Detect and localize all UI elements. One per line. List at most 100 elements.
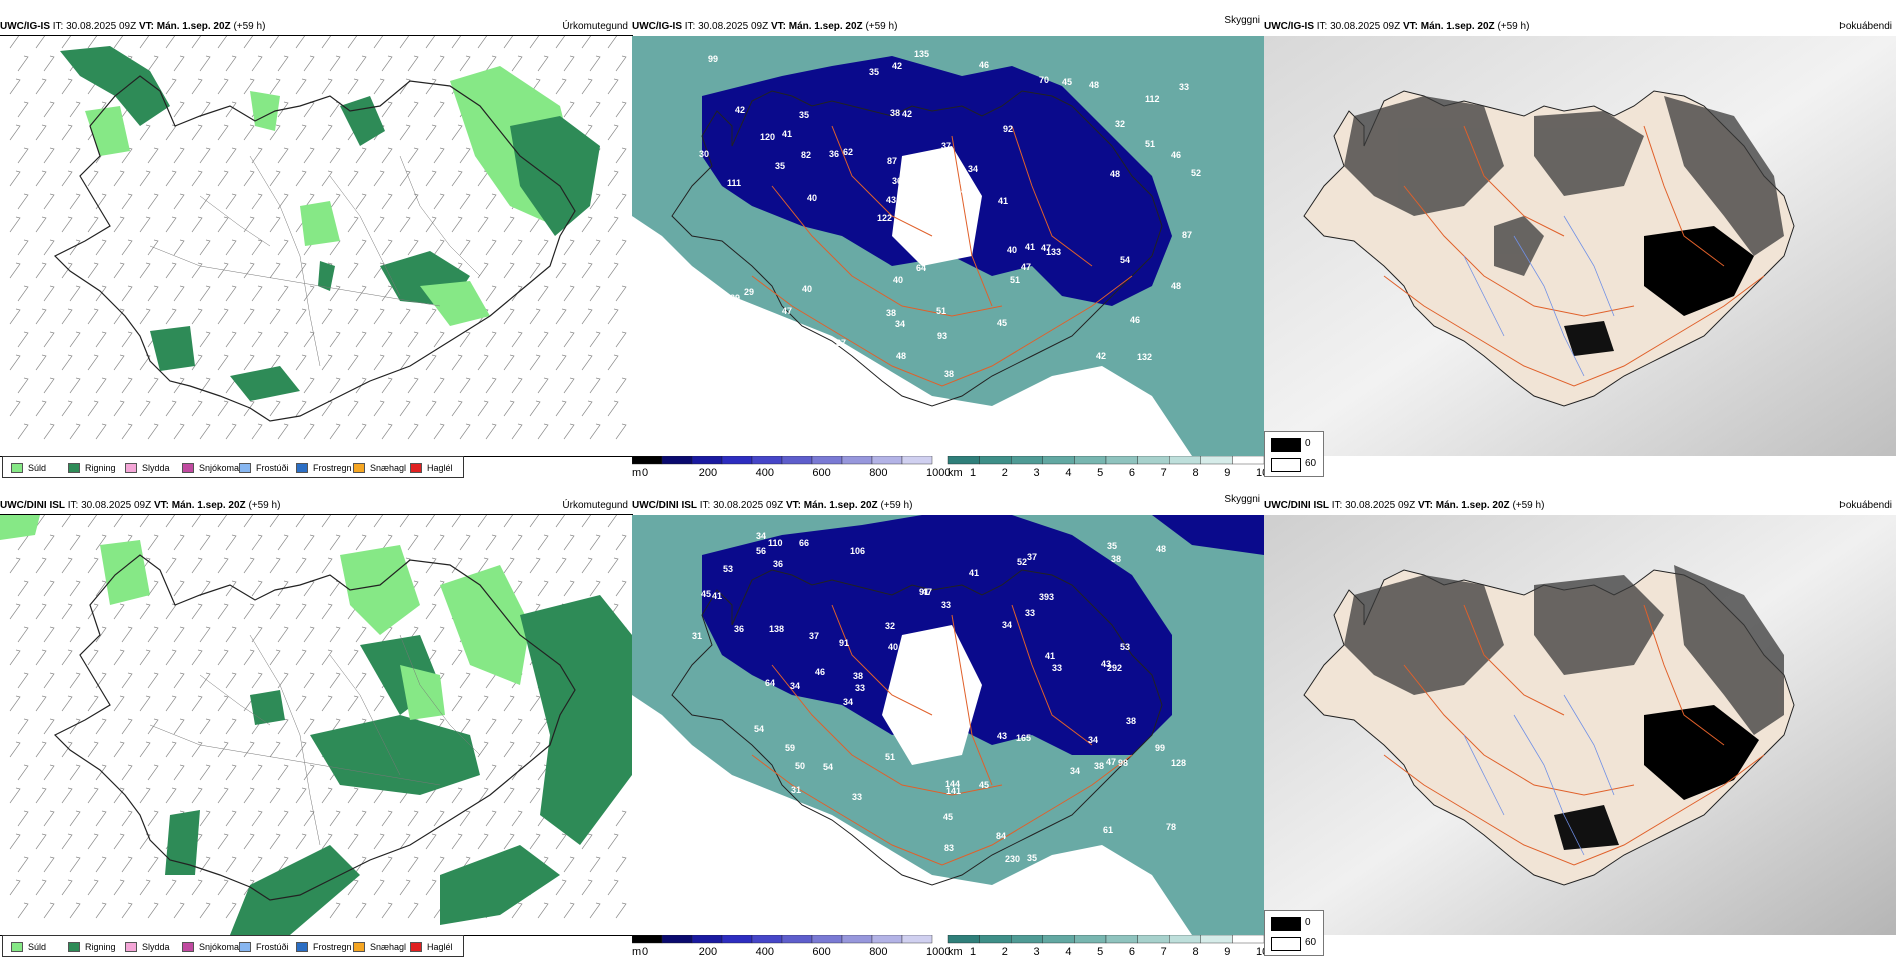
wind-barb — [35, 262, 47, 279]
wind-barb — [43, 580, 55, 597]
wind-barb — [95, 285, 107, 302]
wind-barb — [147, 55, 159, 72]
wind-barb — [451, 695, 463, 712]
wind-barb — [407, 147, 419, 164]
wind-barb — [295, 170, 307, 187]
wind-barb — [251, 239, 263, 256]
precip-legend-label: Snjókoma — [199, 463, 240, 473]
wind-barb — [17, 193, 29, 210]
wind-barb — [581, 262, 593, 279]
wind-barb — [199, 580, 211, 597]
wind-barb — [113, 787, 125, 804]
wind-barb — [477, 787, 489, 804]
wind-barb — [537, 423, 549, 440]
ceiling-label: 144 — [945, 779, 960, 789]
wind-barb — [173, 580, 185, 597]
wind-barb — [139, 124, 151, 141]
wind-barb — [477, 36, 488, 49]
wind-barb — [17, 672, 29, 689]
rivers — [1463, 215, 1615, 377]
ceiling-label: 33 — [852, 792, 862, 802]
wind-barb — [217, 216, 229, 233]
visibility-tick: 3 — [1034, 946, 1040, 957]
ceiling-label: 50 — [795, 761, 805, 771]
precip-legend-item: Slydda — [125, 463, 170, 473]
precip-legend-swatch — [68, 942, 80, 952]
ceiling-label: 35 — [799, 110, 809, 120]
wind-barb — [459, 534, 471, 551]
wind-barb — [121, 423, 133, 440]
wind-barb — [87, 36, 98, 49]
wind-barb — [433, 423, 445, 440]
cloud-base-tick: 1000 — [926, 467, 950, 478]
wind-barb — [69, 285, 81, 302]
wind-barb — [303, 331, 315, 348]
precip-legend-label: Haglél — [427, 463, 453, 473]
ceiling-visibility-map[interactable]: 132 111 112 122 92 98 38 37 29 62 39 43 42 34 133 42 42 5… — [632, 36, 1264, 456]
precip-legend-label: Frostúði — [256, 942, 289, 952]
ceiling-visibility-map[interactable]: 99 135 141 114 144 91 106 393 230 292 165 38 31 41 28 3… — [632, 515, 1264, 935]
ceiling-label: 83 — [944, 843, 954, 853]
ceiling-label: 41 — [961, 186, 971, 196]
wind-barb — [165, 170, 177, 187]
wind-barb — [35, 515, 46, 528]
ceiling-label: 48 — [1156, 544, 1166, 554]
wind-barb — [329, 55, 341, 72]
roads — [751, 604, 1133, 866]
wind-barb — [407, 534, 419, 551]
wind-barb — [477, 354, 489, 371]
ceiling-label: 42 — [892, 61, 902, 71]
wind-barb — [321, 170, 333, 187]
wind-barb — [277, 147, 289, 164]
visibility-swatch — [947, 934, 980, 944]
wind-barb — [269, 78, 281, 95]
wind-barb — [9, 833, 21, 850]
visibility-swatch — [947, 455, 980, 465]
wind-barb — [69, 626, 81, 643]
wind-barb — [529, 695, 541, 712]
wind-barb — [615, 239, 627, 256]
run-label: IT: — [684, 21, 696, 32]
wind-barb — [459, 239, 471, 256]
wind-barb — [173, 55, 185, 72]
wind-barb — [503, 695, 515, 712]
ceiling-label: 55 — [932, 704, 942, 714]
wind-barb — [87, 603, 99, 620]
wind-barb — [399, 36, 410, 49]
fog-indicator-map[interactable] — [1264, 515, 1896, 935]
ceiling-label: 33 — [1179, 82, 1189, 92]
precip-legend-item: Súld — [11, 942, 46, 952]
wind-barb — [329, 534, 341, 551]
panel-header: UWC/DINI ISL IT: 30.08.2025 09Z VT: Mán.… — [632, 494, 1264, 515]
model-name: UWC/DINI ISL — [0, 500, 65, 511]
ceiling-label: 34 — [1070, 766, 1080, 776]
wind-barb — [503, 741, 515, 758]
rain-area — [510, 116, 600, 236]
model-name: UWC/IG-IS — [0, 21, 50, 32]
ceiling-label: 35 — [869, 67, 879, 77]
precip-legend-swatch — [353, 942, 365, 952]
wind-barb — [35, 308, 47, 325]
wind-barb — [381, 331, 393, 348]
wind-barb — [9, 649, 21, 666]
wind-barb — [589, 534, 601, 551]
visibility-tick: 5 — [1097, 467, 1103, 478]
wind-barb — [17, 580, 29, 597]
wind-barb — [433, 239, 445, 256]
wind-barb — [43, 534, 55, 551]
drizzle-area — [420, 281, 490, 326]
wind-barb — [451, 787, 463, 804]
precip-map[interactable] — [0, 35, 633, 457]
wind-barb — [347, 649, 359, 666]
visibility-tick: 5 — [1097, 946, 1103, 957]
wind-barb — [217, 879, 229, 896]
precip-legend-item: Snæhagl — [353, 463, 406, 473]
precip-map[interactable] — [0, 514, 633, 936]
wind-barb — [35, 170, 47, 187]
dense-fog — [1644, 705, 1759, 800]
fog-indicator-map[interactable] — [1264, 36, 1896, 456]
wind-barb — [243, 557, 255, 574]
wind-barb — [243, 400, 255, 417]
precip-legend-label: Snjókoma — [199, 942, 240, 952]
